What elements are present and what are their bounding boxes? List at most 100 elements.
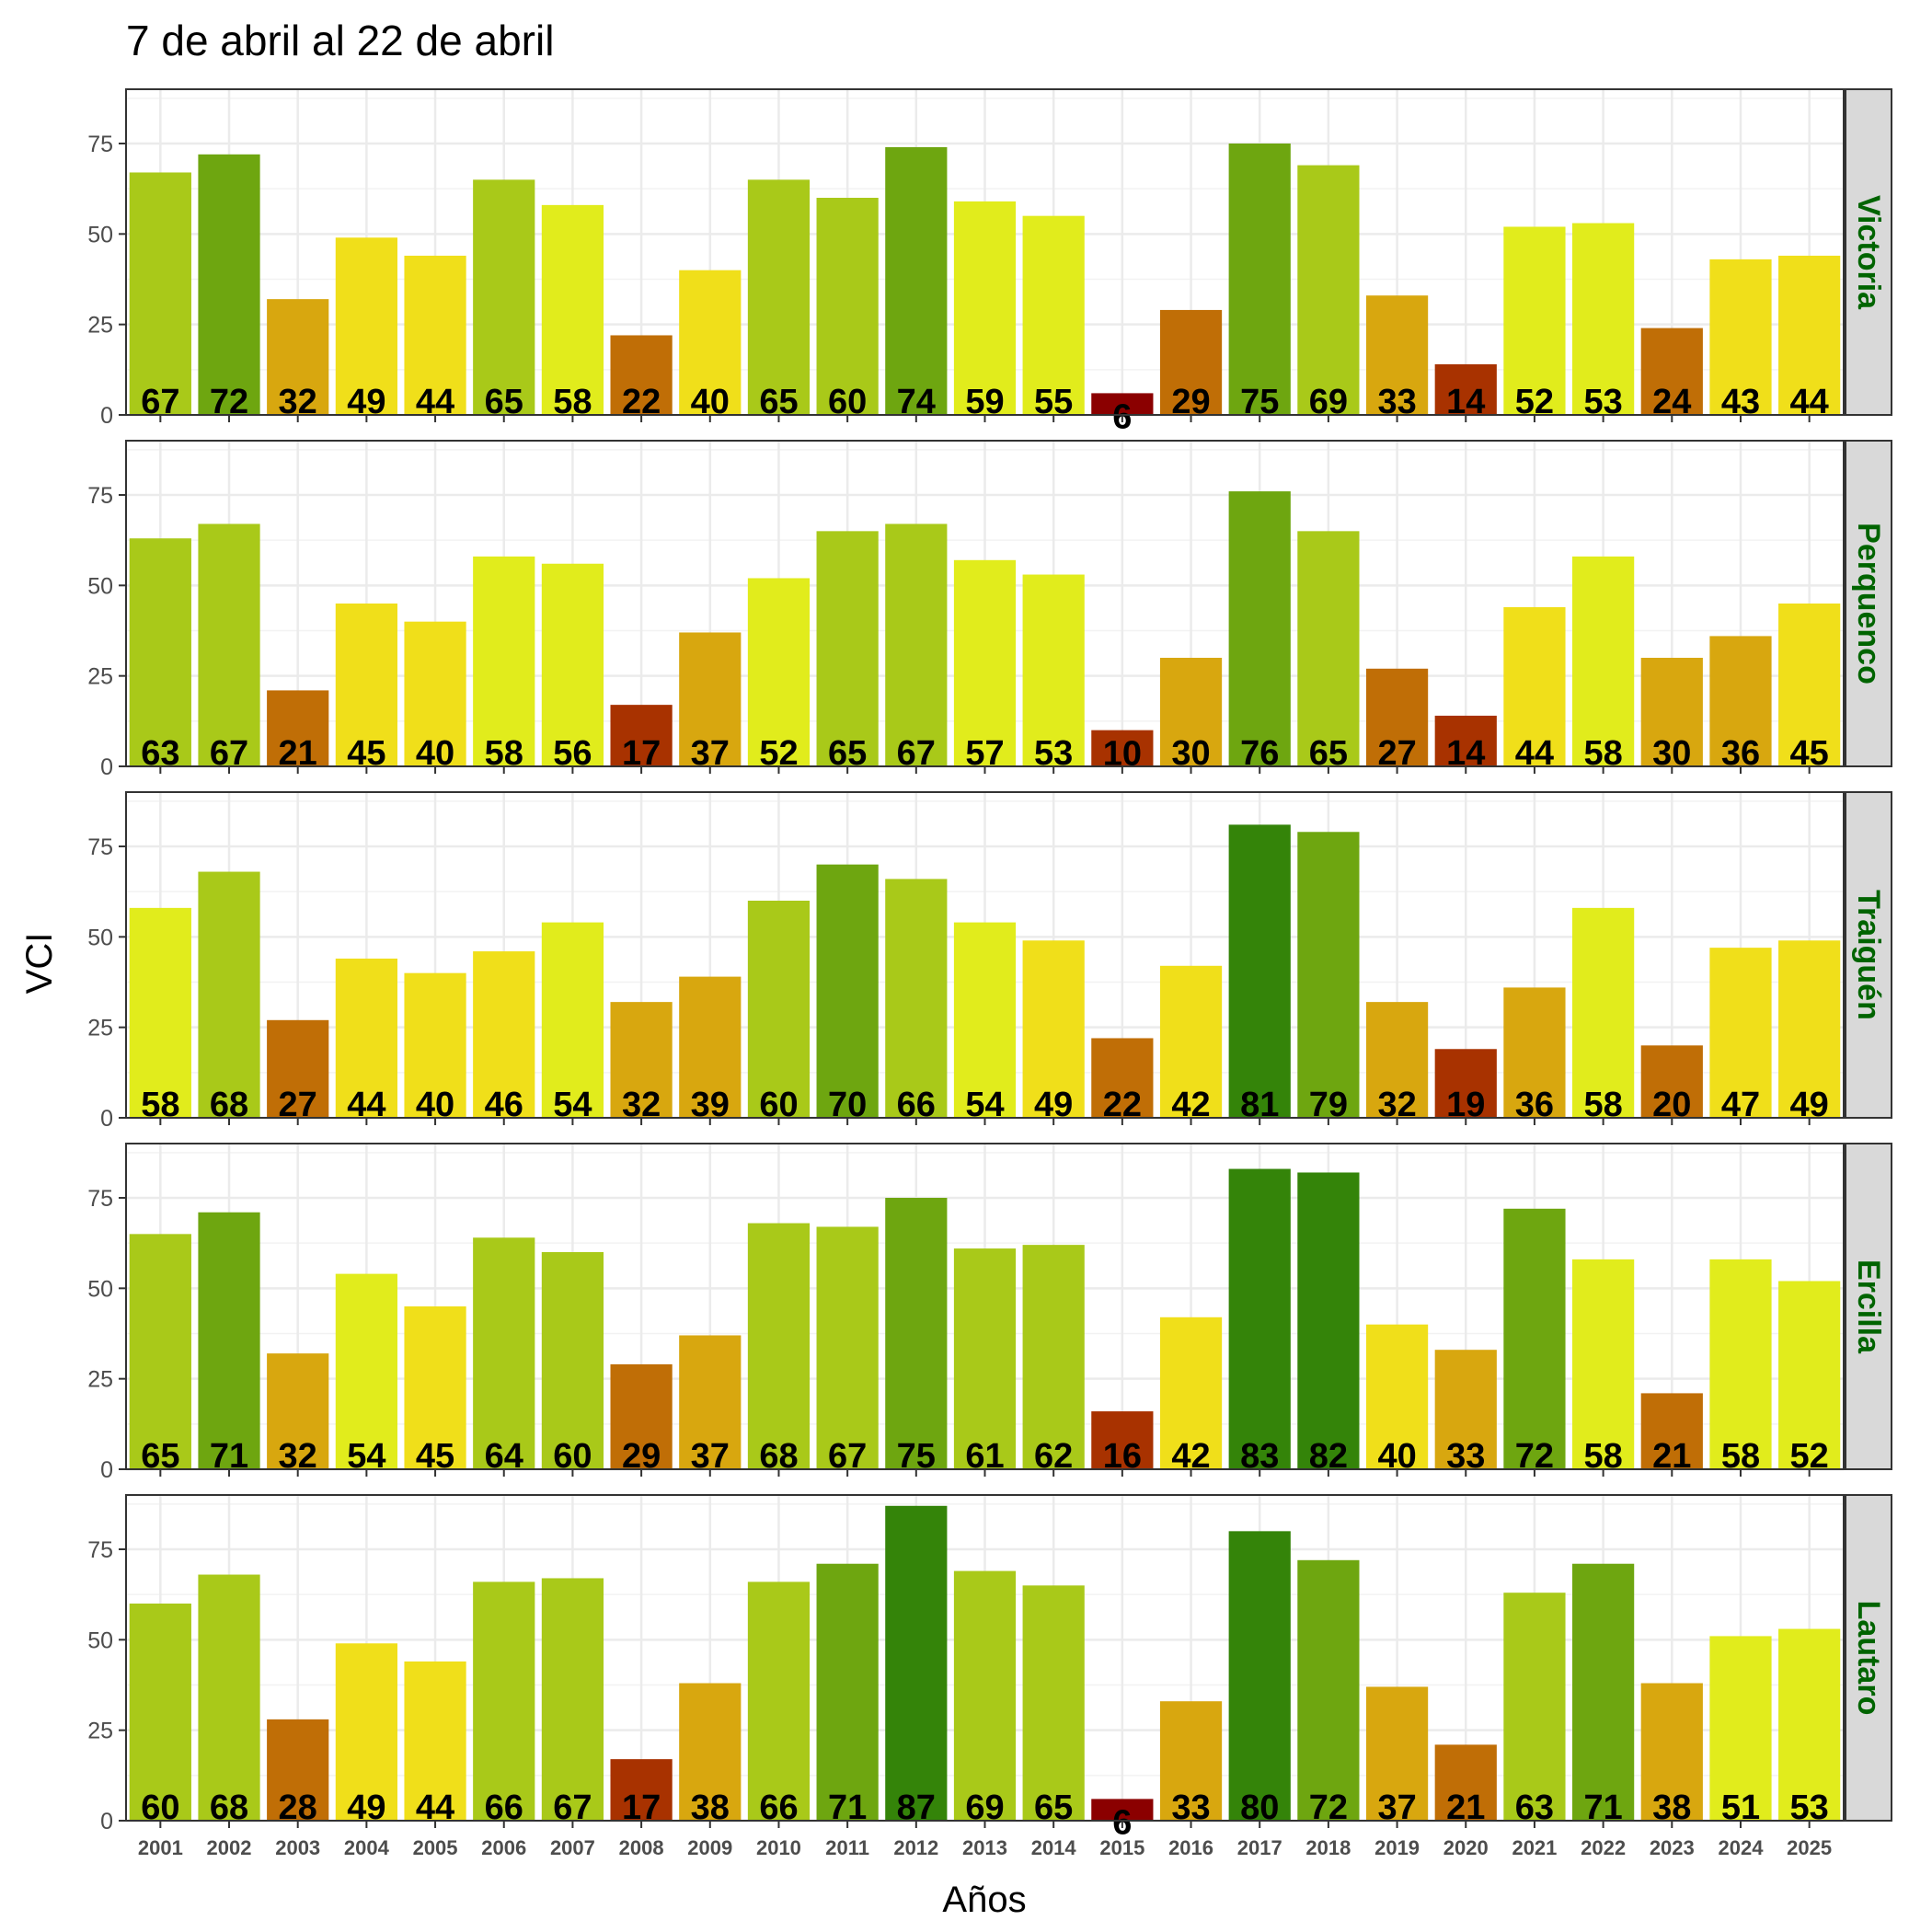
bar <box>1159 965 1223 1118</box>
y-tick-label: 0 <box>100 754 113 780</box>
bar <box>679 270 742 415</box>
x-tick-label: 2010 <box>756 1836 801 1859</box>
x-tick-label: 2022 <box>1581 1836 1626 1859</box>
bar <box>610 1363 673 1469</box>
bar <box>816 1226 879 1469</box>
bar <box>198 523 260 766</box>
x-tick-label: 2003 <box>275 1836 320 1859</box>
y-tick-label: 75 <box>87 483 113 509</box>
bar <box>610 705 673 766</box>
facet-strip-label: Victoria <box>1851 195 1886 310</box>
bar <box>1709 259 1772 415</box>
bar <box>953 922 1017 1118</box>
y-axis-title: VCI <box>19 933 60 995</box>
y-tick-label: 0 <box>100 1809 113 1834</box>
facet-panels: 67 72 32 49 44 65 58 22 40 65 60 74 59 55 6 29 75 69 33 14 5… <box>87 88 1892 1842</box>
y-tick-label: 25 <box>87 1016 113 1041</box>
x-tick-label: 2007 <box>550 1836 595 1859</box>
bar <box>953 559 1017 766</box>
bar <box>1297 165 1360 415</box>
bar <box>267 1719 329 1821</box>
facet-strip-label: Lautaro <box>1851 1601 1886 1716</box>
facet-panel-3: 65 71 32 54 45 64 60 29 37 68 67 75 61 62 16 42 83 82 40 33… <box>87 1143 1892 1483</box>
x-tick-label: 2011 <box>825 1836 869 1859</box>
bar <box>953 1248 1017 1469</box>
bar <box>885 1505 948 1821</box>
facet-strip <box>1845 440 1892 767</box>
bar <box>747 901 811 1118</box>
bar <box>1159 1701 1223 1821</box>
bar <box>1159 309 1223 415</box>
bar <box>747 179 811 415</box>
bar <box>816 531 879 766</box>
bar <box>473 179 535 415</box>
facet-strip-label: Ercilla <box>1851 1259 1886 1354</box>
bar <box>335 604 397 766</box>
bar <box>816 1563 879 1821</box>
y-tick-label: 75 <box>87 1537 113 1563</box>
bar <box>267 1019 329 1118</box>
x-tick-label: 2009 <box>687 1836 732 1859</box>
y-tick-label: 25 <box>87 1367 113 1393</box>
bar <box>198 1574 260 1821</box>
y-tick-label: 25 <box>87 664 113 690</box>
x-tick-label: 2017 <box>1237 1836 1282 1859</box>
y-tick-label: 75 <box>87 132 113 157</box>
facet-strip-label: Traiguén <box>1851 890 1886 1020</box>
facet-strip <box>1845 1494 1892 1822</box>
bar <box>335 1643 397 1821</box>
y-tick-label: 50 <box>87 1627 113 1653</box>
bar <box>1572 1563 1635 1821</box>
facet-panel-0: 67 72 32 49 44 65 58 22 40 65 60 74 59 55 6 29 75 69 33 14 5… <box>87 88 1892 436</box>
bar <box>129 172 191 415</box>
bar <box>1640 328 1703 415</box>
bar <box>747 1581 811 1821</box>
facet-panel-4: 60 68 28 49 44 66 67 17 38 66 71 87 69 65 6 33 80 72 37 21 6… <box>87 1494 1892 1842</box>
bar <box>816 864 879 1118</box>
bar <box>1640 1045 1703 1118</box>
bar <box>1778 1281 1841 1469</box>
bar <box>1778 255 1841 415</box>
bar <box>198 871 260 1118</box>
bar <box>885 523 948 766</box>
x-tick-label: 2001 <box>138 1836 183 1859</box>
y-axis: 0 25 50 75 <box>87 483 126 780</box>
bar <box>679 976 742 1118</box>
y-axis: 0 25 50 75 <box>87 1537 126 1834</box>
bars <box>129 144 1841 416</box>
bar <box>1434 715 1497 766</box>
bar <box>1572 223 1635 415</box>
bar <box>610 1002 673 1118</box>
bar <box>1228 144 1291 415</box>
bar <box>610 335 673 415</box>
bar <box>1228 1168 1291 1469</box>
bar <box>816 198 879 415</box>
bar <box>1365 1324 1429 1469</box>
bar <box>953 1570 1017 1821</box>
bar <box>885 879 948 1118</box>
bar <box>1228 491 1291 766</box>
chart-title: 7 de abril al 22 de abril <box>126 17 554 64</box>
bar <box>1022 1245 1085 1469</box>
x-tick-label: 2024 <box>1719 1836 1765 1859</box>
facet-strip <box>1845 1143 1892 1470</box>
y-tick-label: 50 <box>87 573 113 599</box>
bars <box>129 824 1841 1118</box>
bar <box>129 1234 191 1469</box>
x-tick-label: 2013 <box>962 1836 1007 1859</box>
bar <box>541 1252 604 1469</box>
x-axis-title: Años <box>942 1880 1026 1920</box>
bar <box>1159 658 1223 766</box>
bar <box>1709 948 1772 1118</box>
x-tick-label: 2012 <box>893 1836 938 1859</box>
bar <box>541 922 604 1118</box>
bar <box>1709 1259 1772 1469</box>
bar <box>473 1237 535 1469</box>
bar <box>1159 1317 1223 1469</box>
bar <box>541 563 604 766</box>
x-tick-label: 2016 <box>1168 1836 1213 1859</box>
bar <box>1503 1593 1566 1821</box>
bar <box>1365 1002 1429 1118</box>
bar <box>1228 1531 1291 1821</box>
